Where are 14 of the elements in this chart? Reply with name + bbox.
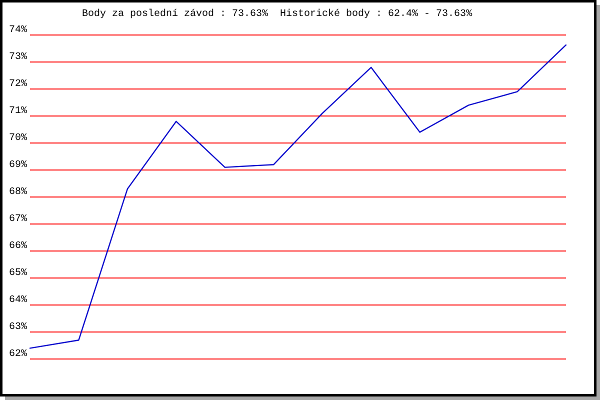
y-tick-label: 64% bbox=[8, 295, 27, 306]
chart-title: Body za poslední závod : 73.63% Historické body : 62.4% - 73.63% bbox=[82, 8, 472, 20]
y-tick-label: 67% bbox=[8, 214, 27, 225]
y-tick-label: 69% bbox=[8, 160, 27, 171]
y-tick-label: 74% bbox=[8, 25, 27, 36]
y-tick-label: 73% bbox=[8, 52, 27, 63]
y-tick-label: 63% bbox=[8, 322, 27, 333]
y-tick-label: 66% bbox=[8, 241, 27, 252]
y-tick-label: 62% bbox=[8, 349, 27, 360]
y-tick-label: 70% bbox=[8, 133, 27, 144]
y-tick-label: 71% bbox=[8, 106, 27, 117]
y-tick-label: 72% bbox=[8, 79, 27, 90]
y-tick-label: 65% bbox=[8, 268, 27, 279]
y-tick-label: 68% bbox=[8, 187, 27, 198]
